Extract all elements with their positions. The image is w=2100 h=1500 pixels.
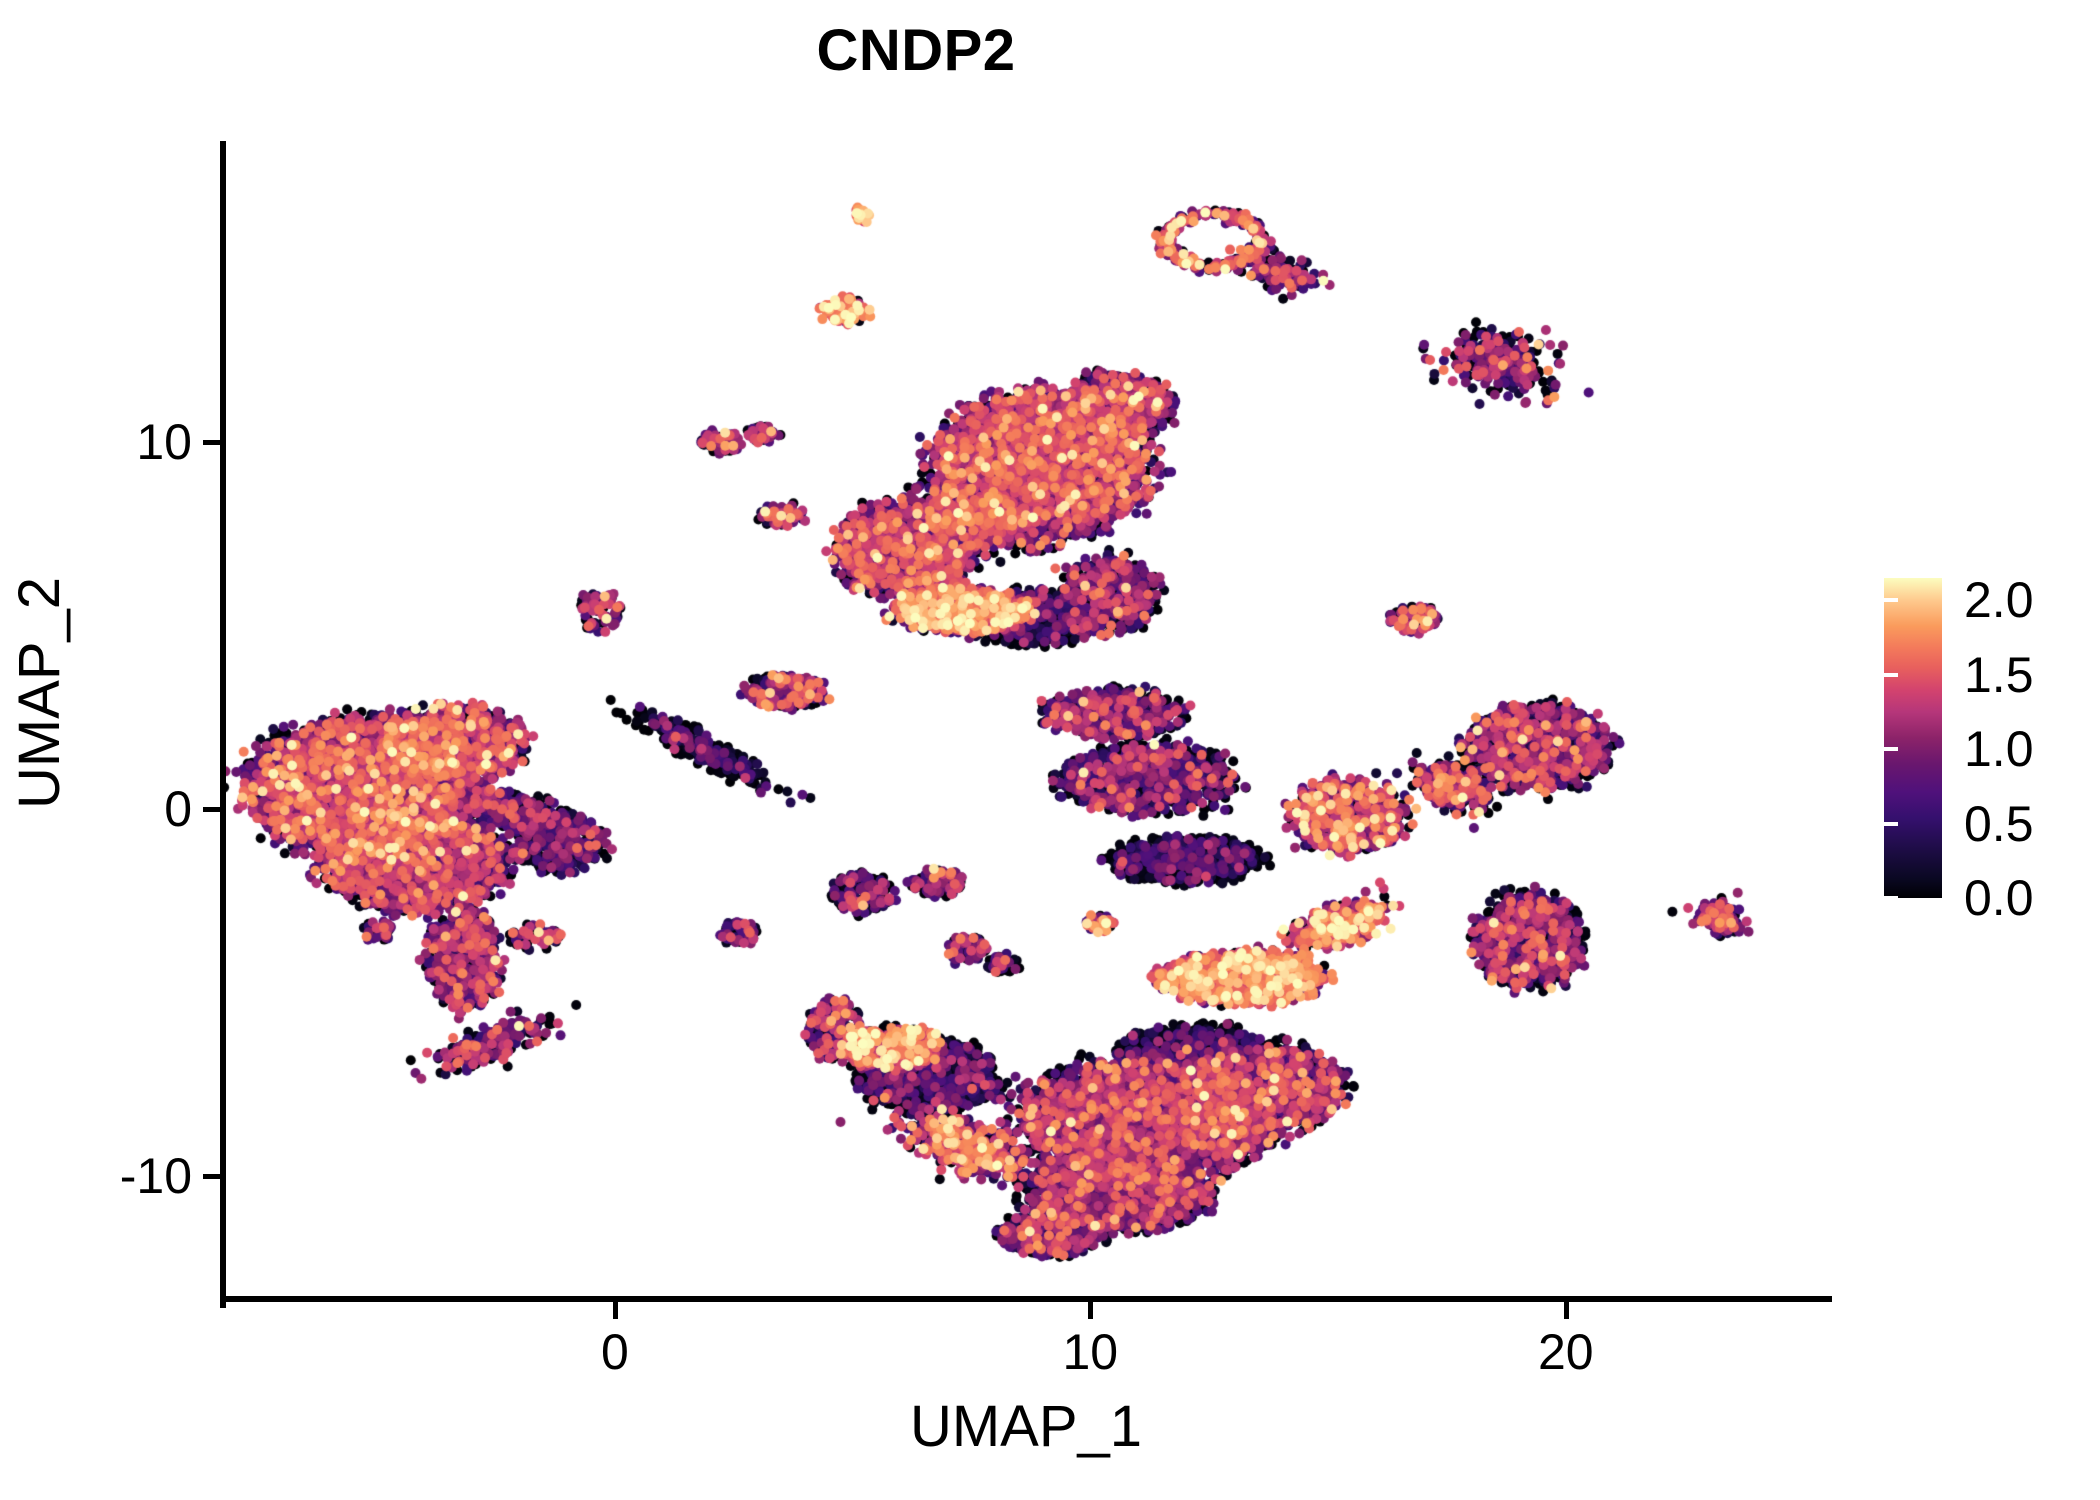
x-tick-mark xyxy=(1563,1302,1569,1319)
colorbar-tick-mark xyxy=(1884,821,1898,826)
colorbar-tick-label: 0.5 xyxy=(1964,795,2034,852)
x-axis-line xyxy=(220,1296,1832,1302)
y-tick-mark xyxy=(203,1174,220,1180)
x-tick-mark xyxy=(612,1302,618,1319)
colorbar-tick-mark xyxy=(1884,747,1898,752)
colorbar-tick-label: 1.5 xyxy=(1964,646,2034,703)
colorbar-tick-mark xyxy=(2070,598,2084,603)
colorbar xyxy=(1884,578,1942,898)
y-axis-line xyxy=(220,141,226,1308)
y-tick-label: 10 xyxy=(136,414,192,470)
colorbar-tick-mark xyxy=(2070,821,2084,826)
y-axis-label: UMAP_2 xyxy=(7,576,72,810)
x-axis-label: UMAP_1 xyxy=(909,1394,1143,1459)
x-tick-label: 20 xyxy=(1537,1324,1594,1380)
y-tick-mark xyxy=(203,440,220,445)
colorbar-tick-mark xyxy=(1884,896,1898,900)
x-tick-label: 0 xyxy=(600,1324,629,1380)
colorbar-legend: 2.0 1.5 1.0 0.5 0.0 xyxy=(1884,572,2084,923)
colorbar-tick-mark xyxy=(1884,672,1898,677)
umap-scatter-plot xyxy=(225,141,1832,1301)
y-tick-label: -10 xyxy=(119,1148,192,1205)
y-tick-label: 0 xyxy=(164,781,192,838)
colorbar-tick-mark xyxy=(2070,747,2084,752)
page-title: CNDP2 xyxy=(816,18,1016,83)
colorbar-tick-mark xyxy=(2070,672,2084,677)
x-tick-label: 10 xyxy=(1062,1324,1119,1380)
x-tick-mark xyxy=(1088,1302,1094,1319)
colorbar-gradient xyxy=(1884,578,1942,898)
colorbar-tick-label: 2.0 xyxy=(1964,572,2034,629)
colorbar-tick-label: 0.0 xyxy=(1964,870,2034,926)
colorbar-tick-mark xyxy=(2070,896,2084,900)
colorbar-tick-mark xyxy=(1884,598,1898,603)
colorbar-tick-label: 1.0 xyxy=(1964,721,2034,778)
y-tick-mark xyxy=(203,807,220,813)
